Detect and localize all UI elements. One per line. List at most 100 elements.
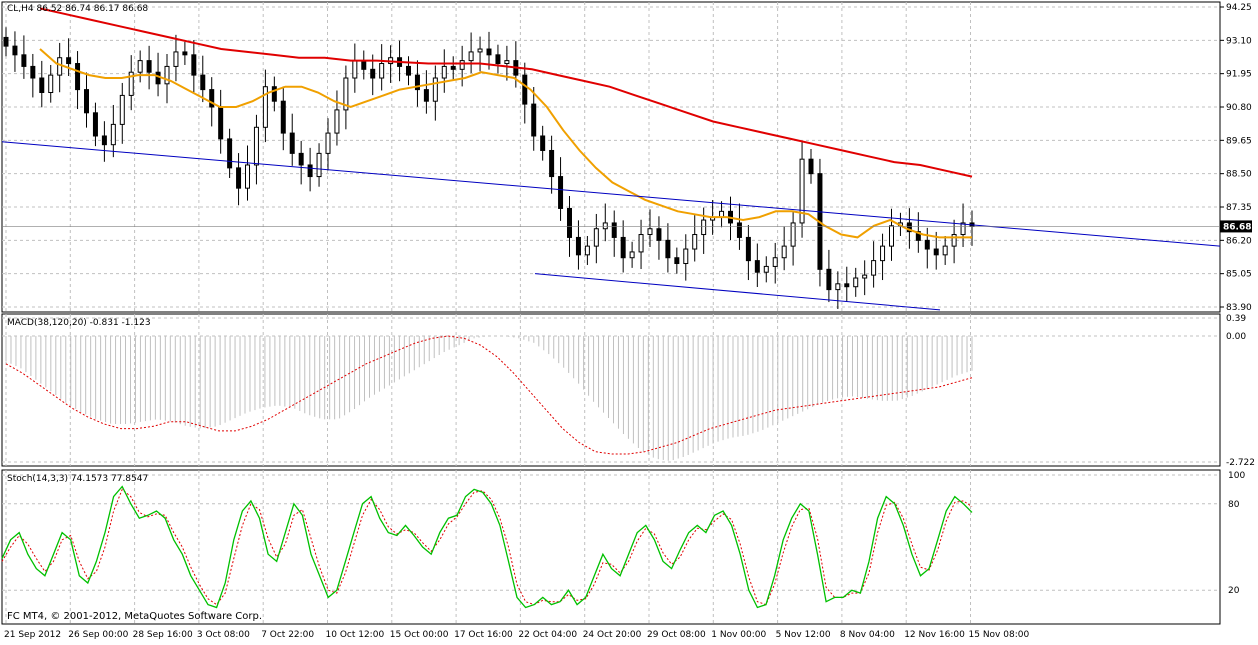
candle-body xyxy=(137,60,143,73)
candle-body xyxy=(414,74,420,91)
candle-body xyxy=(191,54,197,76)
stoch-panel xyxy=(1,469,1221,625)
candle-body xyxy=(736,222,742,238)
candle-body xyxy=(522,74,528,105)
candle-body xyxy=(325,132,331,154)
stoch-signal-line xyxy=(1,488,973,606)
candle-body xyxy=(674,257,680,265)
candle-body xyxy=(951,234,957,247)
candle-body xyxy=(835,283,841,291)
candle-body xyxy=(495,54,501,65)
candle-body xyxy=(245,164,250,189)
candle-body xyxy=(745,236,751,262)
candle-body xyxy=(692,234,698,250)
x-tick-label: 21 Sep 2012 xyxy=(4,630,61,640)
candle-body xyxy=(57,57,63,76)
candle-body xyxy=(871,260,877,276)
x-tick-label: 17 Oct 16:00 xyxy=(454,630,513,640)
current-price-label: 86.68 xyxy=(1223,222,1251,232)
x-tick-label: 5 Nov 12:00 xyxy=(776,630,831,640)
macd-signal-line xyxy=(5,335,973,455)
candle-body xyxy=(584,245,590,256)
x-tick-label: 7 Oct 22:00 xyxy=(261,630,314,640)
candle-body xyxy=(119,94,125,125)
x-tick-label: 12 Nov 16:00 xyxy=(904,630,965,640)
candle-body xyxy=(3,36,9,47)
candle-body xyxy=(799,158,805,224)
candle-body xyxy=(101,135,107,146)
stoch-y-tick-label: 80 xyxy=(1228,500,1240,510)
price-y-tick-label: 94.25 xyxy=(1226,3,1252,13)
candle-body xyxy=(862,274,868,279)
stoch-main-line xyxy=(1,485,973,609)
candle-body xyxy=(110,123,116,146)
candle-body xyxy=(656,228,662,241)
candle-body xyxy=(343,77,349,111)
price-panel-header: CL,H4 86.52 86.74 86.17 86.68 xyxy=(7,4,149,14)
price-y-tick-label: 85.05 xyxy=(1226,270,1252,280)
candle-body xyxy=(209,89,215,108)
candle-body xyxy=(423,89,429,102)
macd-histogram xyxy=(5,336,973,461)
candle-body xyxy=(808,158,814,175)
lower-trendline xyxy=(534,273,941,311)
x-tick-label: 15 Nov 08:00 xyxy=(969,630,1030,640)
candle-body xyxy=(665,239,671,259)
candle-body xyxy=(218,106,224,140)
x-tick-label: 22 Oct 04:00 xyxy=(518,630,577,640)
candle-body xyxy=(298,152,304,166)
candle-body xyxy=(262,86,268,128)
candle-body xyxy=(200,74,206,91)
candle-body xyxy=(853,277,859,288)
stoch-y-tick-label: 100 xyxy=(1228,471,1245,481)
candle-body xyxy=(844,283,850,288)
candle-body xyxy=(182,51,188,56)
candle-body xyxy=(933,248,939,256)
current-price-label-box xyxy=(1220,220,1252,233)
x-tick-label: 1 Nov 00:00 xyxy=(711,630,766,640)
candle-body xyxy=(253,126,259,166)
candle-body xyxy=(924,239,930,250)
candle-body xyxy=(602,222,608,230)
candle-body xyxy=(92,112,98,137)
candle-body xyxy=(352,60,358,79)
x-tick-label: 15 Oct 00:00 xyxy=(390,630,449,640)
candle-body xyxy=(289,132,295,154)
candle-body xyxy=(620,236,626,259)
x-tick-label: 24 Oct 20:00 xyxy=(583,630,642,640)
candle-body xyxy=(39,77,45,94)
candle-body xyxy=(48,74,54,94)
candle-body xyxy=(164,65,170,85)
candles xyxy=(3,27,975,310)
candle-body xyxy=(379,63,385,79)
candle-body xyxy=(558,176,564,209)
candle-body xyxy=(334,109,340,134)
x-tick-label: 26 Sep 00:00 xyxy=(68,630,128,640)
candle-body xyxy=(772,257,778,267)
price-y-tick-label: 90.80 xyxy=(1226,103,1252,113)
macd-panel xyxy=(1,313,1221,467)
candle-body xyxy=(361,60,367,70)
candle-body xyxy=(754,260,760,273)
ma-long-line xyxy=(39,7,973,178)
price-y-tick-label: 86.20 xyxy=(1226,236,1252,246)
candle-body xyxy=(781,245,787,259)
macd-y-tick-label: 0.00 xyxy=(1226,332,1246,342)
price-y-tick-label: 83.90 xyxy=(1226,303,1252,313)
candle-body xyxy=(280,100,286,134)
candle-body xyxy=(271,86,277,102)
stoch-panel-header: Stoch(14,3,3) 74.1573 77.8547 xyxy=(7,474,149,484)
candle-body xyxy=(629,251,635,259)
candle-body xyxy=(942,245,948,256)
candle-body xyxy=(146,60,152,73)
candle-body xyxy=(960,222,966,236)
candle-body xyxy=(227,138,233,169)
price-panel xyxy=(1,1,1221,313)
candle-body xyxy=(370,68,376,79)
upper-trendline xyxy=(1,141,1221,247)
candle-body xyxy=(638,234,644,253)
copyright-text: FC MT4, © 2001-2012, MetaQuotes Software… xyxy=(7,611,263,622)
candle-body xyxy=(915,231,921,241)
